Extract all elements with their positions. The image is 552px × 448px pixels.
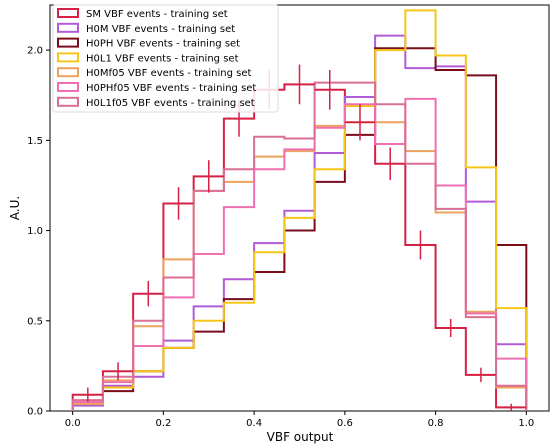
legend: SM VBF events - training set H0M VBF even… — [52, 4, 279, 113]
legend-entry-label: H0PH VBF events - training set — [86, 39, 240, 50]
x-tick-label: 0.8 — [428, 418, 444, 429]
x-tick-label: 1.0 — [518, 418, 534, 429]
y-tick-label: 0.5 — [27, 316, 43, 327]
x-tick-label: 0.2 — [155, 418, 171, 429]
legend-swatch — [57, 96, 79, 107]
x-axis-ticks: 0.0 0.2 0.4 0.6 0.8 1.0 — [65, 411, 534, 429]
legend-entry-label: SM VBF events - training set — [86, 9, 228, 20]
legend-entry-label: H0Mf05 VBF events - training set — [86, 68, 252, 79]
series-step-line-1 — [71, 34, 528, 411]
legend-box — [52, 4, 279, 113]
y-tick-label: 1.5 — [27, 136, 43, 147]
y-tick-label: 2.0 — [27, 46, 43, 57]
legend-entry-label: H0L1f05 VBF events - training set — [86, 98, 255, 109]
y-axis-ticks: 0.0 0.5 1.0 1.5 2.0 — [27, 46, 50, 418]
y-tick-label: 0.0 — [27, 407, 43, 418]
series-step-line-5 — [71, 97, 528, 411]
series-step-line-3 — [71, 9, 528, 411]
legend-swatch — [57, 82, 79, 92]
x-axis-label: VBF output — [267, 430, 334, 444]
x-tick-label: 0.4 — [246, 418, 262, 429]
legend-swatch — [57, 67, 79, 78]
legend-swatch — [57, 8, 79, 18]
x-tick-label: 0.6 — [337, 418, 353, 429]
legend-swatch — [57, 37, 79, 48]
legend-entry-label: H0M VBF events - training set — [86, 24, 235, 35]
y-axis-label: A.U. — [8, 196, 22, 220]
legend-swatch — [57, 22, 79, 33]
y-tick-label: 1.0 — [27, 226, 43, 237]
legend-entry-label: H0L1 VBF events - training set — [86, 53, 239, 64]
legend-swatch — [57, 52, 79, 63]
series-step-line-6 — [71, 81, 528, 411]
legend-entry-label: H0PHf05 VBF events - training set — [86, 83, 256, 94]
x-tick-label: 0.0 — [65, 418, 81, 429]
